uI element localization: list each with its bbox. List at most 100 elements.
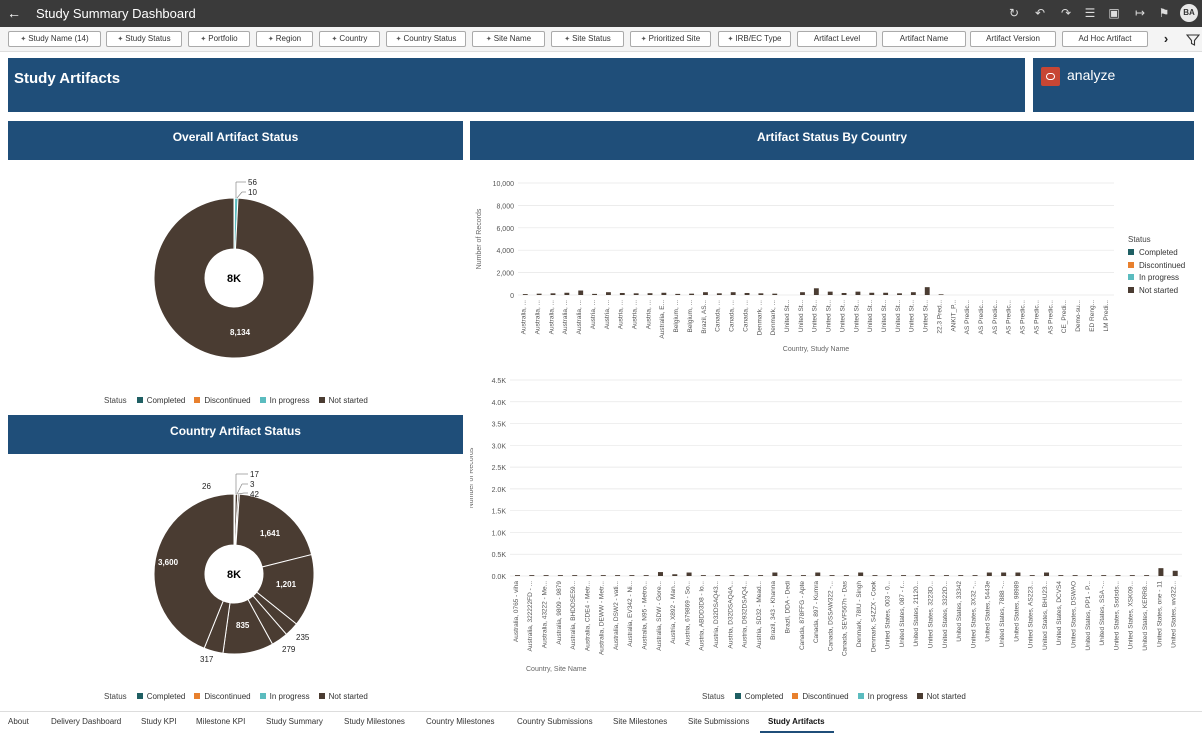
bar[interactable]: [657, 572, 663, 576]
bar[interactable]: [529, 575, 535, 576]
bar[interactable]: [557, 575, 563, 576]
filter-chip[interactable]: Artifact Level: [797, 31, 877, 47]
bar[interactable]: [772, 572, 778, 576]
legend-item[interactable]: Discontinued: [204, 692, 251, 701]
export-icon[interactable]: ⚑: [1158, 6, 1170, 20]
bar[interactable]: [855, 291, 861, 295]
filter-chip[interactable]: Ad Hoc Artifact: [1062, 31, 1148, 47]
legend-item[interactable]: Not started: [1139, 285, 1179, 295]
bar[interactable]: [633, 293, 639, 295]
bar[interactable]: [643, 575, 649, 576]
status-by-study-bar-chart[interactable]: 10,000 8,000 6,000 4,000 2,000 0 Australia, ..…: [470, 170, 1170, 360]
bar[interactable]: [615, 575, 621, 576]
bar[interactable]: [924, 287, 930, 295]
filter-icon[interactable]: [1186, 33, 1200, 47]
bar[interactable]: [758, 575, 764, 576]
bar[interactable]: [1115, 575, 1121, 576]
bar[interactable]: [606, 292, 611, 295]
bar[interactable]: [1072, 575, 1078, 576]
tab[interactable]: Study KPI: [141, 717, 177, 726]
bar[interactable]: [1015, 572, 1021, 576]
bar[interactable]: [910, 292, 916, 295]
bar[interactable]: [1172, 570, 1178, 576]
tab[interactable]: Site Milestones: [613, 717, 668, 726]
bar[interactable]: [772, 293, 778, 295]
bar[interactable]: [522, 294, 528, 295]
bar[interactable]: [703, 292, 708, 295]
bar[interactable]: [515, 575, 521, 576]
filter-chip[interactable]: ✦ Portfolio: [188, 31, 250, 47]
bar[interactable]: [886, 575, 892, 576]
bar[interactable]: [1029, 575, 1035, 576]
pie-slice[interactable]: [235, 493, 313, 568]
bar[interactable]: [800, 292, 805, 295]
bar[interactable]: [1129, 575, 1135, 576]
bar[interactable]: [1001, 572, 1007, 576]
bar[interactable]: [744, 292, 750, 295]
redo-icon[interactable]: ↷: [1060, 6, 1072, 20]
bar[interactable]: [536, 293, 542, 295]
legend-item[interactable]: Discontinued: [802, 692, 849, 701]
bar[interactable]: [647, 293, 653, 295]
legend-item[interactable]: Not started: [328, 692, 368, 701]
tab[interactable]: Site Submissions: [688, 717, 750, 726]
legend-item[interactable]: In progress: [867, 692, 908, 701]
bar[interactable]: [901, 575, 907, 576]
bar[interactable]: [1101, 575, 1107, 576]
undo-icon[interactable]: ↶: [1034, 6, 1046, 20]
bar[interactable]: [629, 575, 635, 576]
legend-item[interactable]: In progress: [1139, 273, 1180, 282]
filter-chip[interactable]: ✦ IRB/EC Type: [718, 31, 791, 47]
tab[interactable]: Country Milestones: [426, 717, 495, 726]
bar[interactable]: [929, 575, 935, 576]
comment-icon[interactable]: ☰: [1084, 6, 1096, 20]
pie-slice[interactable]: [153, 197, 315, 359]
legend-item[interactable]: In progress: [269, 692, 310, 701]
bar[interactable]: [1044, 572, 1050, 576]
tab[interactable]: Study Milestones: [344, 717, 405, 726]
bar[interactable]: [1144, 575, 1150, 576]
tab[interactable]: Study Artifacts: [768, 717, 825, 726]
filter-chip[interactable]: ✦ Study Status: [106, 31, 182, 47]
bar[interactable]: [715, 575, 721, 576]
filter-chip[interactable]: ✦ Study Name (14): [8, 31, 101, 47]
legend-item[interactable]: Completed: [1139, 248, 1178, 257]
bar[interactable]: [572, 575, 578, 576]
legend-item[interactable]: Completed: [744, 692, 784, 701]
bar[interactable]: [883, 292, 889, 295]
bar[interactable]: [915, 575, 921, 576]
bar[interactable]: [800, 575, 806, 576]
bar[interactable]: [758, 293, 764, 295]
bar[interactable]: [986, 572, 992, 576]
pie-slice[interactable]: [153, 493, 235, 649]
bar[interactable]: [743, 575, 749, 576]
bar[interactable]: [897, 293, 902, 295]
legend-item[interactable]: Not started: [926, 692, 966, 701]
bar[interactable]: [815, 572, 821, 576]
bar[interactable]: [686, 572, 692, 576]
bar[interactable]: [672, 574, 678, 576]
data-icon[interactable]: ▣: [1108, 6, 1120, 20]
tab[interactable]: Delivery Dashboard: [51, 717, 122, 726]
bar[interactable]: [550, 293, 556, 295]
bar[interactable]: [869, 292, 875, 295]
bar[interactable]: [786, 575, 792, 576]
legend-item[interactable]: In progress: [269, 396, 310, 405]
tab[interactable]: About: [8, 717, 29, 726]
bar[interactable]: [578, 290, 584, 295]
bar[interactable]: [700, 575, 706, 576]
filter-chip[interactable]: ✦ Country Status: [386, 31, 466, 47]
bar[interactable]: [872, 575, 878, 576]
legend-item[interactable]: Completed: [146, 692, 186, 701]
status-by-site-bar-chart[interactable]: 4.5K 4.0K 3.5K 3.0K 2.5K 2.0K 1.5K 1.0K 0.5K 0.0K…: [470, 370, 1190, 680]
bar[interactable]: [843, 575, 849, 576]
bar[interactable]: [841, 292, 847, 295]
bar[interactable]: [716, 293, 722, 295]
tab[interactable]: Country Submissions: [517, 717, 593, 726]
legend-item[interactable]: Discontinued: [1139, 260, 1186, 270]
tab[interactable]: Study Summary: [266, 717, 323, 726]
avatar[interactable]: BA: [1180, 4, 1198, 22]
bar[interactable]: [827, 291, 833, 295]
